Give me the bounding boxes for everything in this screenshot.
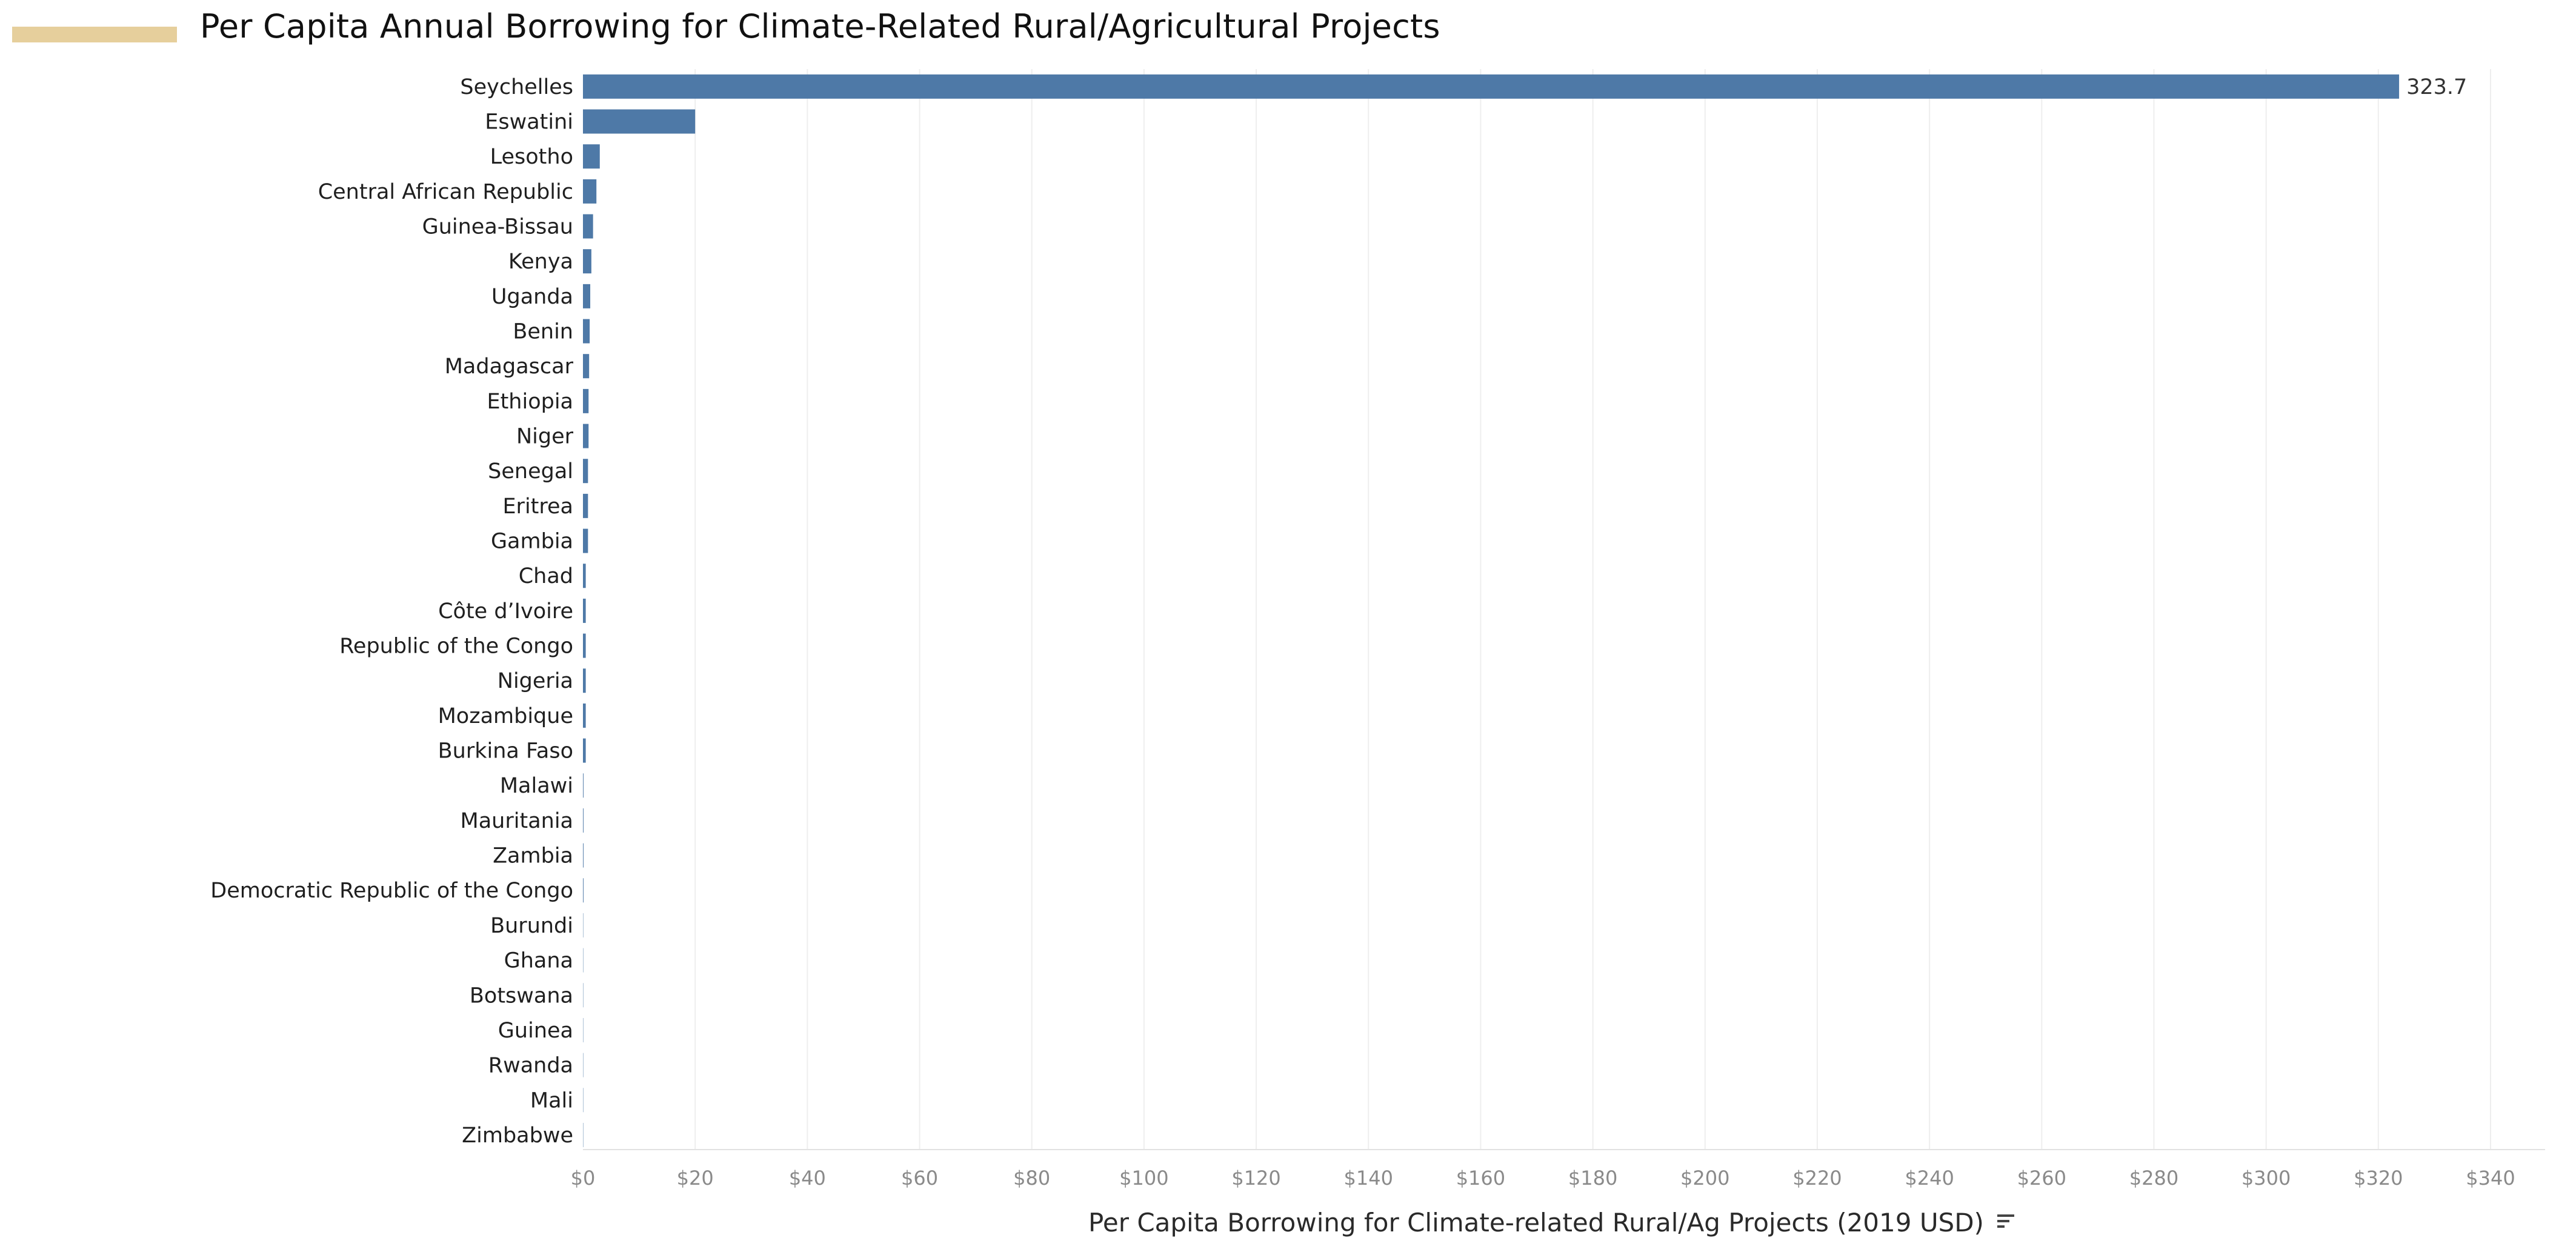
bar[interactable] <box>583 668 586 693</box>
category-label: Benin <box>513 320 573 344</box>
category-label: Zimbabwe <box>462 1124 573 1148</box>
category-label: Burundi <box>490 914 573 938</box>
category-label: Madagascar <box>445 355 574 379</box>
bar[interactable] <box>583 633 586 658</box>
data-labels: 323.7 <box>2406 75 2467 99</box>
bar[interactable] <box>583 424 589 448</box>
x-tick-label: $340 <box>2466 1167 2515 1190</box>
category-label: Mauritania <box>461 809 573 833</box>
category-label: Republic of the Congo <box>339 634 573 659</box>
x-tick-label: $100 <box>1119 1167 1168 1190</box>
sort-descending-icon[interactable] <box>1997 1214 2014 1228</box>
x-tick-label: $140 <box>1344 1167 1393 1190</box>
category-labels: Seychelles Eswatini Lesotho Central African… <box>210 75 573 1148</box>
bar[interactable] <box>583 564 586 588</box>
chart-title: Per Capita Annual Borrowing for Climate-… <box>200 7 1440 45</box>
category-label: Kenya <box>508 250 573 274</box>
category-label: Uganda <box>491 285 573 309</box>
category-label: Eswatini <box>485 110 573 135</box>
category-label: Botswana <box>470 984 573 1008</box>
category-label: Mozambique <box>438 704 573 728</box>
category-label: Gambia <box>491 530 573 554</box>
x-tick-label: $120 <box>1231 1167 1280 1190</box>
x-tick-label: $280 <box>2129 1167 2178 1190</box>
category-label: Ethiopia <box>487 390 573 414</box>
x-tick-label: $180 <box>1568 1167 1617 1190</box>
x-tick-label: $160 <box>1456 1167 1505 1190</box>
category-label: Central African Republic <box>318 180 573 204</box>
bar[interactable] <box>583 214 593 239</box>
category-label: Guinea <box>498 1019 573 1043</box>
x-tick-label: $240 <box>1905 1167 1954 1190</box>
bar[interactable] <box>583 109 696 134</box>
category-label: Chad <box>519 564 573 588</box>
category-label: Zambia <box>493 844 573 868</box>
x-tick-label: $300 <box>2242 1167 2291 1190</box>
bar[interactable] <box>583 738 586 763</box>
bars <box>583 74 2400 1147</box>
bar[interactable] <box>583 388 589 413</box>
bar[interactable] <box>583 319 590 344</box>
x-tick-label: $20 <box>677 1167 714 1190</box>
category-label: Burkina Faso <box>438 739 573 764</box>
x-tick-label: $260 <box>2017 1167 2066 1190</box>
bar[interactable] <box>583 703 586 728</box>
x-tick-label: $40 <box>789 1167 826 1190</box>
category-label: Seychelles <box>460 75 573 99</box>
x-tick-label: $200 <box>1680 1167 1729 1190</box>
bar[interactable] <box>583 598 586 623</box>
bar[interactable] <box>583 773 584 798</box>
x-tick-label: $0 <box>571 1167 596 1190</box>
bar[interactable] <box>583 493 588 518</box>
x-tick-label: $320 <box>2354 1167 2403 1190</box>
category-label: Rwanda <box>488 1054 573 1078</box>
category-label: Malawi <box>500 774 573 798</box>
x-tick-label: $80 <box>1013 1167 1050 1190</box>
bar[interactable] <box>583 144 600 169</box>
category-label: Senegal <box>488 459 573 484</box>
category-label: Guinea-Bissau <box>422 215 573 239</box>
x-axis-title: Per Capita Borrowing for Climate-related… <box>1088 1208 1984 1237</box>
x-tick-label: $220 <box>1792 1167 1842 1190</box>
bar[interactable] <box>583 878 584 903</box>
title-accent-bar <box>12 27 177 42</box>
category-label: Nigeria <box>498 669 573 693</box>
category-label: Lesotho <box>490 145 573 169</box>
bar[interactable] <box>583 284 591 308</box>
category-label: Democratic Republic of the Congo <box>210 879 573 903</box>
bar[interactable] <box>583 808 584 833</box>
bar[interactable] <box>583 528 588 553</box>
bar[interactable] <box>583 74 2400 99</box>
x-tick-label: $60 <box>901 1167 938 1190</box>
bar[interactable] <box>583 459 588 484</box>
x-axis-ticks: $0 $20 $40 $60 $80 $100 $120 $140 $160 $180 $200 $2… <box>571 1167 2515 1190</box>
gridlines <box>694 69 2491 1150</box>
category-label: Mali <box>530 1088 573 1113</box>
bar[interactable] <box>583 843 584 868</box>
bar[interactable] <box>583 179 597 204</box>
category-label: Niger <box>516 425 574 449</box>
bar[interactable] <box>583 354 590 379</box>
category-label: Ghana <box>504 949 573 973</box>
category-label: Côte d’Ivoire <box>438 599 573 624</box>
category-label: Eritrea <box>502 494 573 519</box>
data-label: 323.7 <box>2406 75 2467 99</box>
bar[interactable] <box>583 249 591 274</box>
